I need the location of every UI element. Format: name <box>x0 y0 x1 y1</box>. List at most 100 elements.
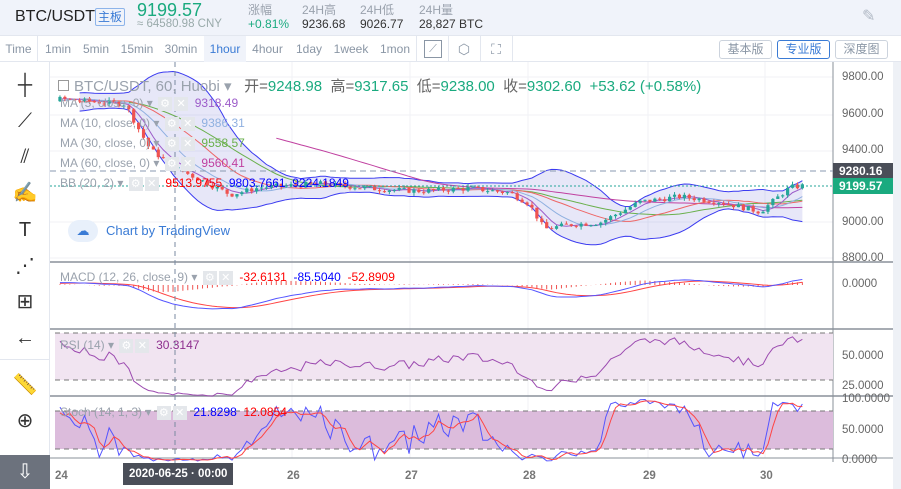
legend-ma10[interactable]: MA (10, close, 0) ▾ ⚙ ✕ 9386.31 <box>60 116 245 131</box>
tf-15min[interactable]: 15min <box>120 42 154 56</box>
tf-1day[interactable]: 1day <box>295 42 323 56</box>
view-depth-button[interactable]: 深度图 <box>835 40 888 59</box>
board-badge[interactable]: 主板 <box>95 8 126 26</box>
prediction-icon[interactable]: ⊞ <box>16 291 34 313</box>
view-pro-button[interactable]: 专业版 <box>777 40 830 59</box>
legend-rsi[interactable]: RSI (14) ▾ ⚙ ✕ 30.3147 <box>60 338 200 353</box>
tf-1mon[interactable]: 1mon <box>379 42 411 56</box>
candle-body <box>107 100 111 104</box>
back-arrow-icon[interactable]: ← <box>15 327 35 349</box>
price-tick: 9000.00 <box>842 216 884 228</box>
candle-body <box>653 198 657 202</box>
tradingview-watermark[interactable]: ☁ Chart by TradingView <box>68 220 230 242</box>
candle-body <box>751 206 755 212</box>
candle-body <box>609 216 613 220</box>
trend-line-icon[interactable]: ⟋ <box>18 110 32 132</box>
brush-icon[interactable]: ✍ <box>12 182 38 204</box>
candle-body <box>412 189 416 193</box>
candle-body <box>358 188 362 190</box>
macd-tick: 0.0000 <box>842 278 878 290</box>
candle-body <box>186 171 190 174</box>
candle-body <box>432 189 436 191</box>
candle-body <box>368 186 372 188</box>
candle-body <box>633 202 637 207</box>
text-icon[interactable]: T <box>18 219 32 241</box>
price-chart[interactable] <box>50 62 893 489</box>
legend-title: BTC/USDT, 60, Huobi ▾ 开=9248.98 高=9317.6… <box>58 75 701 96</box>
candle-body <box>274 183 278 186</box>
candle-body <box>97 101 101 104</box>
candle-body <box>736 204 741 208</box>
tf-1min[interactable]: 1min <box>44 42 71 56</box>
candle-body <box>225 189 229 194</box>
candle-body <box>505 192 509 194</box>
macd-signal-line <box>59 280 803 309</box>
candle-body <box>255 188 259 192</box>
candle-body <box>692 198 696 201</box>
time-tick: 30 <box>760 470 773 482</box>
symbol: BTC/USDT <box>15 8 95 25</box>
tf-5min[interactable]: 5min <box>82 42 109 56</box>
tf-1hour[interactable]: 1hour <box>204 36 246 62</box>
zoom-in-icon[interactable]: ⊕ <box>16 410 34 432</box>
legend-bb[interactable]: BB (20, 2) ▾ ⚙ ✕ 9513.9755 9803.7661 9224… <box>60 176 349 191</box>
ruler-icon[interactable]: 📏 <box>12 374 38 396</box>
candle-body <box>392 189 396 191</box>
fullscreen-icon[interactable]: ⛶ <box>491 41 501 57</box>
scrollbar[interactable] <box>893 62 901 489</box>
stat-value: +0.81% <box>248 17 290 31</box>
tf-time[interactable]: Time <box>5 42 32 56</box>
candle-body <box>500 191 505 194</box>
legend-ma30[interactable]: MA (30, close, 0) ▾ ⚙ ✕ 9558.57 <box>60 136 245 151</box>
legend-ma60[interactable]: MA (60, close, 0) ▾ ⚙ ✕ 9560.41 <box>60 156 245 171</box>
candle-body <box>402 187 406 189</box>
legend-ma5[interactable]: MA (5, close, 0) ▾ ⚙ ✕ 9318.49 <box>60 96 239 111</box>
price-tick: 9800.00 <box>842 71 884 83</box>
candle-body <box>722 203 726 205</box>
time-tick: 29 <box>643 470 656 482</box>
stat-value: 28,827 BTC <box>419 17 484 31</box>
candle-body <box>628 206 632 210</box>
crosshair-icon[interactable]: ┼ <box>17 74 33 96</box>
candle-body <box>205 180 210 186</box>
candle-body <box>146 137 151 147</box>
candle-body <box>156 149 160 158</box>
candle-body <box>682 194 686 199</box>
candle-body <box>427 189 431 193</box>
candle-body <box>132 109 136 123</box>
settings-icon[interactable]: ⬡ <box>457 41 471 57</box>
chart-type-icon[interactable]: ⟋ <box>424 40 442 58</box>
legend-stoch[interactable]: Stoch (14, 1, 3) ▾ ⚙ ✕ 21.8298 12.0854 <box>60 405 287 420</box>
theme-toggle-icon[interactable]: ✎ <box>862 8 876 25</box>
candle-body <box>495 190 500 192</box>
tf-4hour[interactable]: 4hour <box>252 42 283 56</box>
stoch-d-line <box>59 400 803 461</box>
candle-body <box>481 187 485 192</box>
candle-body <box>289 184 293 186</box>
candle-body <box>314 183 318 185</box>
candle-body <box>63 96 67 99</box>
chart-toolbar: Time 1min 5min 15min 30min 1hour 4hour 1… <box>0 36 901 62</box>
candle-body <box>756 211 760 214</box>
candle-body <box>599 222 603 226</box>
candle-body <box>579 223 583 227</box>
candle-body <box>658 198 662 200</box>
pattern-icon[interactable]: ⋰ <box>15 255 35 277</box>
candle-body <box>417 189 421 193</box>
macd-line <box>59 278 803 310</box>
fib-lines-icon[interactable]: ⫽ <box>20 146 30 168</box>
tf-30min[interactable]: 30min <box>164 42 198 56</box>
view-basic-button[interactable]: 基本版 <box>719 40 772 59</box>
magnet-icon[interactable]: ⇩ <box>0 455 50 489</box>
candle-body <box>87 98 92 102</box>
tf-1week[interactable]: 1week <box>333 42 369 56</box>
candle-body <box>382 191 387 193</box>
candle-body <box>446 190 450 192</box>
legend-macd[interactable]: MACD (12, 26, close, 9) ▾ ⚙ ✕ -32.6131 -8… <box>60 270 395 285</box>
candle-body <box>461 188 465 191</box>
candle-body <box>648 199 652 202</box>
candle-body <box>697 198 701 201</box>
candle-body <box>623 209 627 214</box>
candle-body <box>550 228 554 230</box>
rsi-tick: 50.0000 <box>842 350 884 362</box>
